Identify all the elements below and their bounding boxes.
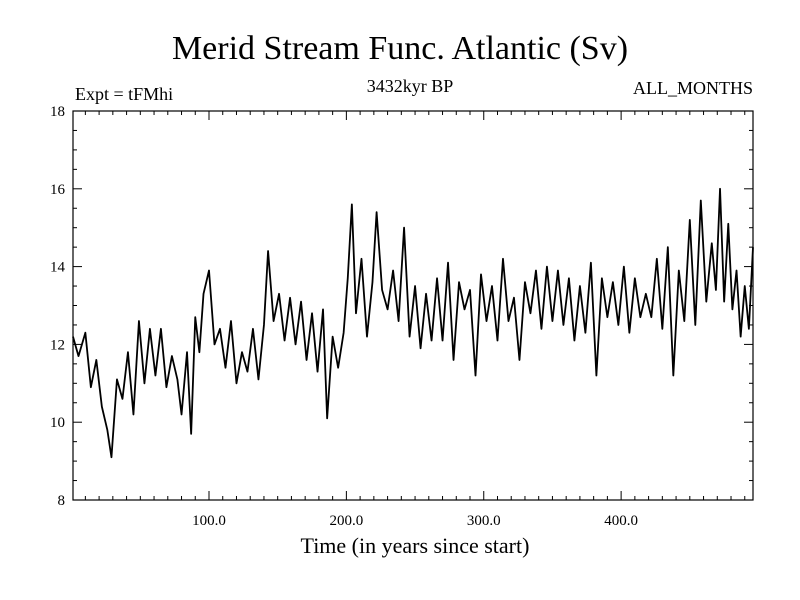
chart-subtitle: 3432kyr BP [366,76,454,96]
y-tick-label: 14 [50,260,66,276]
x-tick-label: 400.0 [604,513,638,529]
x-axis-label: Time (in years since start) [300,533,530,558]
chart-title: Merid Stream Func. Atlantic (Sv) [171,30,629,67]
y-tick-label: 18 [50,104,65,120]
x-tick-label: 200.0 [329,513,363,529]
y-tick-label: 10 [50,415,65,431]
axis-ticks [73,110,753,501]
experiment-label: Expt = tFMhi [75,84,174,104]
series-group [72,187,754,459]
y-tick-label: 16 [50,182,66,198]
y-tick-label: 12 [50,337,65,353]
months-label: ALL_MONTHS [633,78,753,98]
tick-labels: 100.0 200.0 300.0 400.0 8 10 12 14 16 18 [50,104,638,529]
x-tick-label: 100.0 [192,513,226,529]
series-line [72,187,754,459]
y-tick-label: 8 [58,493,66,509]
x-tick-label: 300.0 [467,513,501,529]
